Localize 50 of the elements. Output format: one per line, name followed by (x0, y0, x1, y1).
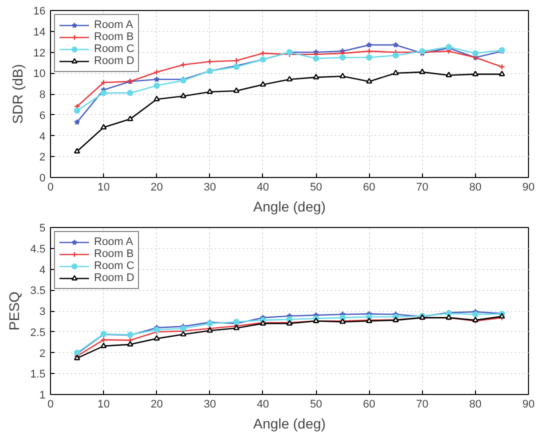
legend-label: Room D (94, 55, 134, 67)
legend-label: Room C (94, 260, 134, 272)
y-tick-label: 4.5 (30, 243, 46, 256)
x-tick-label: 60 (363, 182, 376, 194)
x-tick-label: 50 (310, 182, 322, 194)
y-tick-label: 4 (39, 264, 46, 276)
x-axis-title: Angle (deg) (253, 198, 326, 214)
legend-label: Room C (94, 43, 134, 55)
y-tick-label: 3 (39, 306, 46, 318)
y-tick-label: 0 (39, 172, 46, 184)
legend-label: Room D (94, 272, 134, 284)
x-tick-label: 40 (256, 182, 270, 194)
x-tick-label: 30 (204, 398, 216, 410)
x-tick-label: 70 (416, 182, 428, 194)
legend-label: Room A (94, 19, 134, 31)
y-tick-label: 2 (39, 348, 46, 360)
x-tick-label: 80 (469, 398, 482, 410)
y-tick-label: 1.5 (30, 368, 46, 381)
y-tick-label: 10 (33, 68, 46, 80)
y-tick-label: 2.5 (30, 326, 46, 339)
x-tick-label: 30 (204, 182, 216, 194)
legend-label: Room B (94, 31, 134, 43)
y-tick-label: 1 (39, 390, 46, 402)
x-tick-label: 0 (47, 398, 54, 410)
x-tick-label: 20 (150, 398, 163, 410)
x-tick-label: 0 (47, 182, 54, 194)
y-tick-label: 5 (39, 222, 46, 234)
y-tick-label: 14 (33, 26, 46, 38)
x-axis-title: Angle (deg) (253, 416, 326, 432)
x-tick-label: 10 (97, 398, 110, 410)
x-tick-label: 60 (363, 398, 376, 410)
y-tick-label: 12 (33, 47, 46, 60)
y-axis-title: PESQ (6, 291, 22, 330)
y-tick-label: 3.5 (30, 285, 46, 298)
y-tick-label: 8 (39, 89, 46, 101)
legend-label: Room B (94, 248, 134, 260)
x-tick-label: 40 (256, 398, 270, 410)
x-tick-label: 50 (310, 398, 322, 410)
y-tick-label: 16 (33, 6, 46, 18)
x-tick-label: 10 (97, 182, 110, 194)
y-axis-title: SDR (dB) (9, 64, 26, 124)
x-tick-label: 90 (522, 182, 535, 194)
x-tick-label: 90 (522, 398, 535, 410)
y-tick-label: 2 (39, 152, 46, 164)
y-tick-label: 6 (39, 110, 46, 122)
y-tick-label: 4 (39, 130, 46, 143)
legend-label: Room A (94, 236, 134, 248)
x-tick-label: 70 (416, 398, 428, 410)
x-tick-label: 80 (469, 182, 482, 194)
x-tick-label: 20 (150, 182, 163, 194)
